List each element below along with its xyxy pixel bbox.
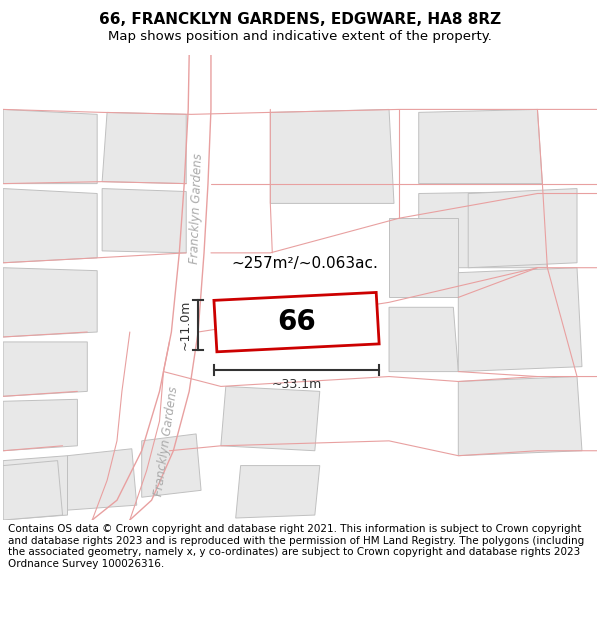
- Polygon shape: [236, 466, 320, 518]
- Polygon shape: [389, 218, 458, 298]
- Polygon shape: [468, 189, 577, 268]
- Text: Map shows position and indicative extent of the property.: Map shows position and indicative extent…: [108, 30, 492, 43]
- Polygon shape: [142, 434, 201, 498]
- Polygon shape: [221, 386, 320, 451]
- Polygon shape: [458, 268, 582, 372]
- Text: 66, FRANCKLYN GARDENS, EDGWARE, HA8 8RZ: 66, FRANCKLYN GARDENS, EDGWARE, HA8 8RZ: [99, 12, 501, 27]
- Polygon shape: [419, 109, 542, 184]
- Polygon shape: [3, 268, 97, 337]
- Text: ~33.1m: ~33.1m: [271, 378, 322, 391]
- Text: 66: 66: [277, 308, 316, 336]
- Text: ~257m²/~0.063ac.: ~257m²/~0.063ac.: [232, 256, 379, 271]
- Polygon shape: [3, 456, 67, 520]
- Polygon shape: [102, 189, 186, 253]
- Polygon shape: [458, 376, 582, 456]
- Text: Francklyn Gardens: Francklyn Gardens: [188, 152, 205, 264]
- Polygon shape: [3, 399, 77, 451]
- Text: ~11.0m: ~11.0m: [178, 300, 191, 350]
- Polygon shape: [67, 449, 137, 510]
- Text: Francklyn Gardens: Francklyn Gardens: [152, 385, 181, 497]
- Polygon shape: [389, 308, 458, 372]
- Polygon shape: [3, 189, 97, 262]
- Polygon shape: [3, 109, 97, 184]
- Polygon shape: [271, 109, 394, 203]
- Text: Contains OS data © Crown copyright and database right 2021. This information is : Contains OS data © Crown copyright and d…: [8, 524, 584, 569]
- Polygon shape: [102, 112, 186, 184]
- Polygon shape: [419, 191, 547, 268]
- Polygon shape: [214, 292, 379, 352]
- Polygon shape: [3, 461, 62, 520]
- Polygon shape: [3, 342, 87, 396]
